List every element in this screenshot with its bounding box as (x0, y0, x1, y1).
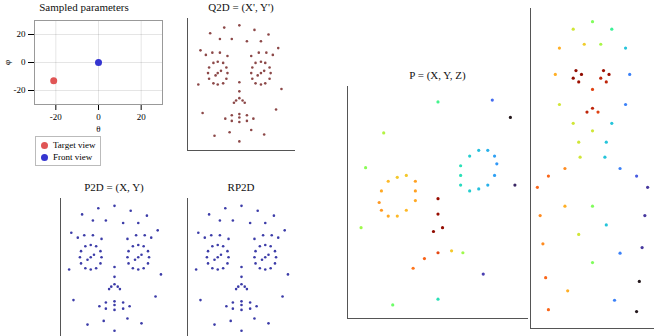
svg-text:20: 20 (17, 29, 27, 39)
html-text:Front view: Front view (53, 152, 93, 162)
svg-text:θ: θ (96, 124, 100, 134)
html-text:Q2D = (X', Y'): Q2D = (X', Y') (208, 1, 274, 13)
svg-text:-20: -20 (14, 85, 26, 95)
svg-text:20: 20 (137, 112, 147, 122)
html-text:Sampled parameters: Sampled parameters (39, 1, 129, 13)
svg-text:0: 0 (21, 57, 26, 67)
svg-text:-20: -20 (50, 112, 62, 122)
html-text:P = (X, Y, Z): P = (X, Y, Z) (409, 69, 466, 81)
html-text:P2D = (X, Y): P2D = (X, Y) (84, 181, 144, 193)
svg-text:0: 0 (96, 112, 101, 122)
html-text:Target view: Target view (53, 140, 96, 150)
html-text:RP2D: RP2D (227, 181, 255, 193)
svg-text:φ: φ (2, 60, 12, 65)
